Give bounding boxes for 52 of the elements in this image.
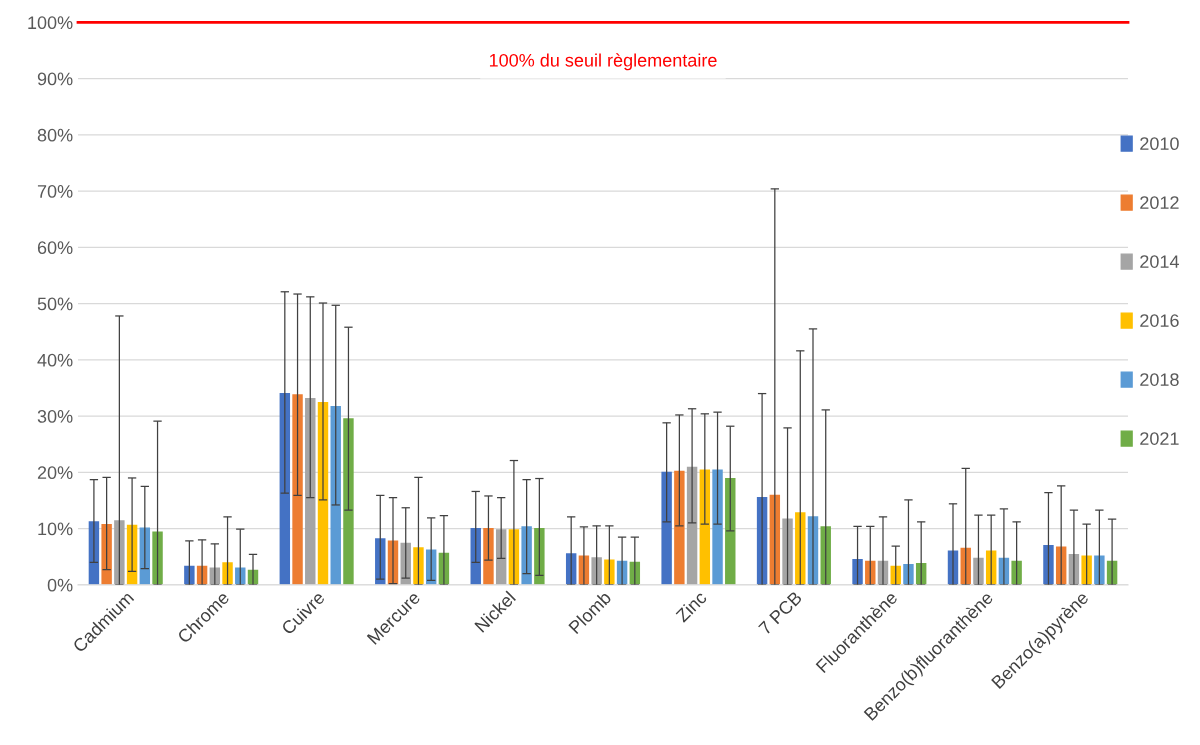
ref-line-label: 100% du seuil règlementaire [489,53,717,71]
bar [1011,560,1022,585]
bar [661,471,672,585]
bar [782,518,793,585]
bar [534,528,545,585]
y-tick-label: 30% [37,410,73,423]
bar [330,405,341,585]
bar [973,557,984,585]
bar [1094,555,1105,585]
bar [521,526,532,585]
bar [152,531,163,585]
bar [470,528,481,585]
bar [1081,555,1092,585]
bar [852,558,863,585]
y-tick-label: 40% [37,353,73,367]
y-tick-label: 20% [37,466,73,480]
y-tick-label: 70% [37,185,73,198]
x-tick-label: Zinc [674,590,708,623]
legend-label: 2021 [1140,432,1179,445]
bar [699,469,711,585]
bar [1043,544,1054,585]
bar [305,398,316,585]
y-tick-label: 60% [37,241,73,255]
y-tick-label: 0% [47,578,73,592]
bar [712,469,723,585]
bar [413,547,424,585]
bar [725,477,736,585]
y-tick-label: 10% [38,522,73,536]
y-tick-label: 80% [37,128,73,142]
legend-label: 2014 [1140,255,1179,269]
y-tick-label: 100% [28,16,73,30]
bar [139,527,151,585]
bar [222,562,233,585]
bar [674,470,685,585]
bar [343,418,354,585]
legend-label: 2010 [1140,137,1179,151]
y-tick-label: 90% [37,72,73,86]
bar [483,528,494,585]
bar [795,512,806,585]
bar [903,564,914,585]
bar [279,393,291,585]
legend-label: 2012 [1140,196,1179,210]
bar [604,559,615,585]
legend-label: 2016 [1140,314,1179,327]
bar [114,520,125,585]
bar [292,394,303,585]
bar [591,557,602,585]
y-tick-label: 50% [37,297,73,311]
bar [184,565,195,585]
legend-label: 2018 [1140,373,1179,386]
bar [495,529,507,585]
bar [101,524,112,585]
